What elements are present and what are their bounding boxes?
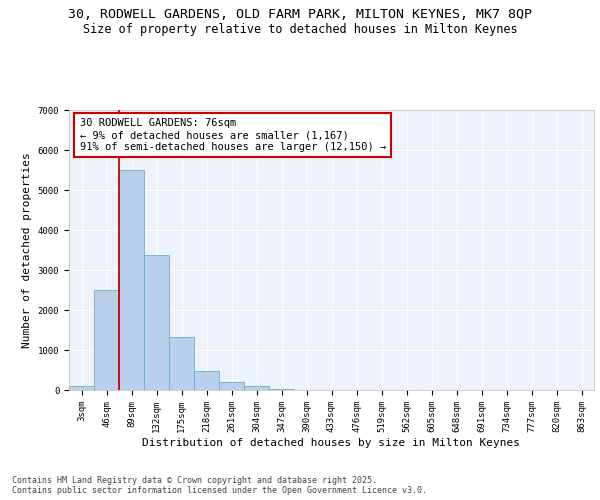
Bar — [269, 389, 294, 390]
Bar — [69, 386, 94, 390]
Text: Size of property relative to detached houses in Milton Keynes: Size of property relative to detached ho… — [83, 22, 517, 36]
Bar — [244, 386, 269, 390]
Text: 30 RODWELL GARDENS: 76sqm
← 9% of detached houses are smaller (1,167)
91% of sem: 30 RODWELL GARDENS: 76sqm ← 9% of detach… — [79, 118, 386, 152]
Bar — [194, 371, 219, 390]
Bar — [169, 337, 194, 390]
Text: 30, RODWELL GARDENS, OLD FARM PARK, MILTON KEYNES, MK7 8QP: 30, RODWELL GARDENS, OLD FARM PARK, MILT… — [68, 8, 532, 20]
Bar — [144, 255, 169, 390]
Bar — [219, 382, 244, 390]
Bar — [119, 170, 144, 390]
Bar — [94, 290, 119, 390]
X-axis label: Distribution of detached houses by size in Milton Keynes: Distribution of detached houses by size … — [143, 438, 521, 448]
Text: Contains HM Land Registry data © Crown copyright and database right 2025.
Contai: Contains HM Land Registry data © Crown c… — [12, 476, 427, 495]
Y-axis label: Number of detached properties: Number of detached properties — [22, 152, 32, 348]
